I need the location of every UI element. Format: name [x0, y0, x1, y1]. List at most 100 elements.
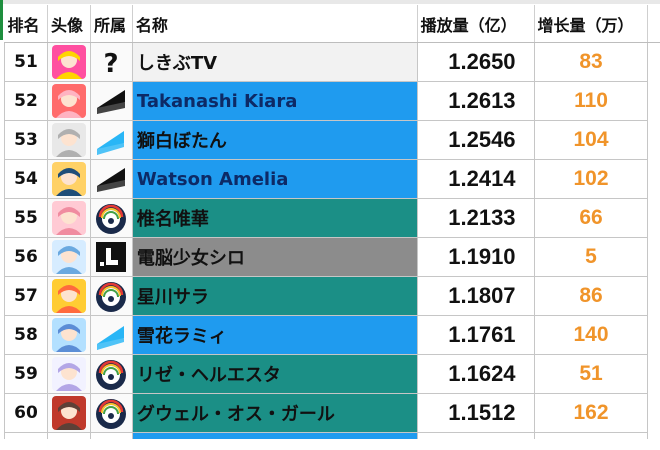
header-affiliation[interactable]: 所属	[90, 5, 133, 43]
avatar-cell[interactable]	[46, 42, 91, 82]
growth-cell[interactable]: 162	[533, 393, 649, 433]
pad-cell	[648, 355, 660, 394]
rank-cell[interactable]: 55	[4, 198, 48, 238]
nijisanji-icon	[94, 357, 128, 391]
plays-cell[interactable]: 1.1512	[416, 393, 535, 433]
affiliation-cell[interactable]	[89, 159, 133, 199]
selection-marker	[0, 0, 3, 40]
plays-cell	[416, 432, 535, 439]
hololive-icon	[94, 318, 128, 352]
header-avatar[interactable]: 头像	[47, 5, 91, 43]
avatar-siro-icon	[51, 240, 86, 274]
affiliation-cell[interactable]	[89, 120, 133, 160]
avatar-cell	[46, 432, 91, 439]
plays-cell[interactable]: 1.1807	[416, 276, 535, 316]
affiliation-cell[interactable]	[89, 198, 133, 238]
rank-cell[interactable]: 58	[4, 315, 48, 355]
plays-cell[interactable]: 1.2133	[416, 198, 535, 238]
rank-cell[interactable]: 57	[4, 276, 48, 316]
name-cell[interactable]: 電脳少女シロ	[131, 237, 418, 277]
plays-cell[interactable]: 1.2414	[416, 159, 535, 199]
growth-cell[interactable]: 66	[533, 198, 649, 238]
rank-cell[interactable]: 53	[4, 120, 48, 160]
rank-cell[interactable]: 60	[4, 393, 48, 433]
hololive-en-icon	[94, 84, 128, 118]
question-mark-icon: ?	[94, 45, 128, 79]
table-row[interactable]: 55 椎名唯華 1.2133 66	[4, 198, 660, 238]
name-cell[interactable]: しきぶTV	[131, 42, 418, 82]
avatar-cell[interactable]	[46, 237, 91, 277]
table-row[interactable]: 57 星川サラ 1.1807 86	[4, 276, 660, 316]
svg-text:?: ?	[104, 49, 119, 79]
name-cell[interactable]: 獅白ぼたん	[131, 120, 418, 160]
pad-cell	[648, 238, 660, 277]
name-cell[interactable]: Watson Amelia	[131, 159, 418, 199]
rank-cell[interactable]: 56	[4, 237, 48, 277]
avatar-botan-icon	[51, 123, 86, 157]
rank-cell[interactable]: 59	[4, 354, 48, 394]
avatar-cell[interactable]	[46, 198, 91, 238]
avatar-cell[interactable]	[46, 276, 91, 316]
affiliation-cell[interactable]	[89, 354, 133, 394]
growth-cell[interactable]: 83	[533, 42, 649, 82]
header-pad	[647, 5, 660, 43]
avatar-cell[interactable]	[46, 81, 91, 121]
name-cell[interactable]: リゼ・ヘルエスタ	[131, 354, 418, 394]
table-row[interactable]: 54 Watson Amelia 1.2414 102	[4, 159, 660, 199]
header-name[interactable]: 名称	[132, 5, 418, 43]
table-row[interactable]: 56 電脳少女シロ 1.1910 5	[4, 237, 660, 277]
avatar-cell[interactable]	[46, 393, 91, 433]
growth-cell	[533, 432, 649, 439]
pad-cell	[648, 121, 660, 160]
table-row[interactable]: 53 獅白ぼたん 1.2546 104	[4, 120, 660, 160]
affiliation-cell[interactable]	[89, 276, 133, 316]
rank-cell[interactable]: 51	[4, 42, 48, 82]
header-rank[interactable]: 排名	[4, 5, 48, 43]
avatar-cell[interactable]	[46, 315, 91, 355]
growth-cell[interactable]: 5	[533, 237, 649, 277]
affiliation-cell[interactable]	[89, 315, 133, 355]
hololive-en-icon	[94, 162, 128, 196]
growth-cell[interactable]: 104	[533, 120, 649, 160]
affiliation-cell[interactable]	[89, 237, 133, 277]
affiliation-cell[interactable]: ?	[89, 42, 133, 82]
rank-cell	[4, 432, 48, 439]
name-cell[interactable]: Takanashi Kiara	[131, 81, 418, 121]
plays-cell[interactable]: 1.2546	[416, 120, 535, 160]
name-cell[interactable]: 椎名唯華	[131, 198, 418, 238]
avatar-lamy-icon	[51, 318, 86, 352]
pad-cell	[648, 43, 660, 82]
name-cell[interactable]: グウェル・オス・ガール	[131, 393, 418, 433]
growth-cell[interactable]: 140	[533, 315, 649, 355]
name-cell[interactable]: 星川サラ	[131, 276, 418, 316]
plays-cell[interactable]: 1.2650	[416, 42, 535, 82]
plays-cell[interactable]: 1.1624	[416, 354, 535, 394]
hololive-icon	[94, 123, 128, 157]
affiliation-cell[interactable]	[89, 393, 133, 433]
rank-cell[interactable]: 54	[4, 159, 48, 199]
name-cell[interactable]: 雪花ラミィ	[131, 315, 418, 355]
plays-cell[interactable]: 1.2613	[416, 81, 535, 121]
avatar-cell[interactable]	[46, 120, 91, 160]
avatar-cell[interactable]	[46, 354, 91, 394]
name-cell	[131, 432, 418, 439]
avatar-cell[interactable]	[46, 159, 91, 199]
growth-cell[interactable]: 86	[533, 276, 649, 316]
header-plays[interactable]: 播放量（亿）	[417, 5, 535, 43]
plays-cell[interactable]: 1.1910	[416, 237, 535, 277]
growth-cell[interactable]: 102	[533, 159, 649, 199]
table-row[interactable]: 59 リゼ・ヘルエスタ 1.1624 51	[4, 354, 660, 394]
table-row[interactable]: 60 グウェル・オス・ガール 1.1512 162	[4, 393, 660, 433]
rank-cell[interactable]: 52	[4, 81, 48, 121]
avatar-shikibu-icon	[51, 45, 86, 79]
header-growth[interactable]: 增长量（万）	[534, 5, 649, 43]
table-row[interactable]: 58 雪花ラミィ 1.1761 140	[4, 315, 660, 355]
growth-cell[interactable]: 110	[533, 81, 649, 121]
table-row[interactable]: 52 Takanashi Kiara 1.2613 110	[4, 81, 660, 121]
grid-top-border	[0, 0, 660, 4]
growth-cell[interactable]: 51	[533, 354, 649, 394]
affiliation-cell[interactable]	[89, 81, 133, 121]
table-row[interactable]: 51? しきぶTV 1.2650 83	[4, 42, 660, 82]
plays-cell[interactable]: 1.1761	[416, 315, 535, 355]
